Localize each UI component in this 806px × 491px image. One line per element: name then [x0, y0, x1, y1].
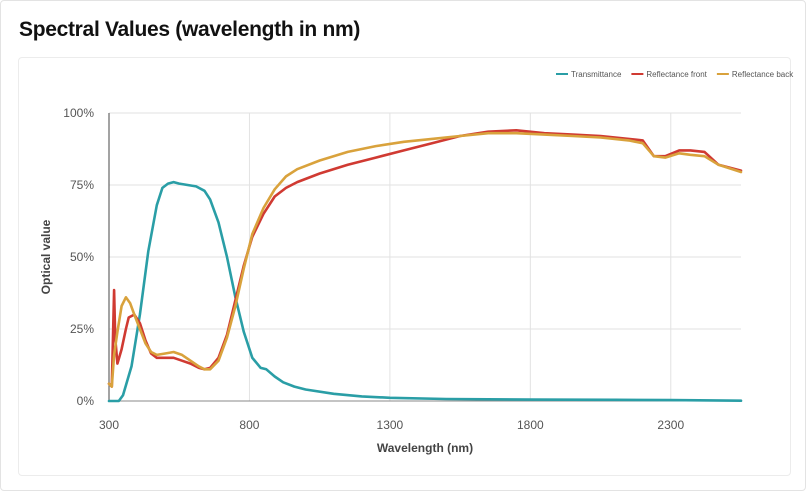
tick-labels: 0% 25% 50% 75% 100% 300 800 1300 1800 2300 [63, 106, 684, 432]
y-tick-label: 50% [70, 250, 94, 264]
x-tick-label: 2300 [657, 418, 684, 432]
x-tick-label: 800 [239, 418, 259, 432]
series-line-transmittance [107, 180, 743, 403]
legend-label: Transmittance [571, 70, 622, 79]
legend-label: Reflectance front [646, 70, 707, 79]
y-tick-label: 0% [77, 394, 95, 408]
legend: Transmittance Reflectance front Reflectanc… [556, 70, 794, 79]
x-tick-label: 1800 [517, 418, 544, 432]
legend-label: Reflectance back [732, 70, 794, 79]
x-axis-title: Wavelength (nm) [377, 441, 473, 455]
y-tick-label: 100% [63, 106, 94, 120]
page-title: Spectral Values (wavelength in nm) [19, 18, 361, 41]
y-tick-label: 25% [70, 322, 94, 336]
series-line-reflectance-front [107, 129, 743, 388]
x-tick-label: 1300 [377, 418, 404, 432]
y-tick-label: 75% [70, 178, 94, 192]
x-tick-label: 300 [99, 418, 119, 432]
y-axis-title: Optical value [39, 219, 53, 294]
series-line-reflectance-back [107, 131, 743, 388]
series-lines [107, 129, 743, 403]
grid-lines [108, 112, 741, 402]
